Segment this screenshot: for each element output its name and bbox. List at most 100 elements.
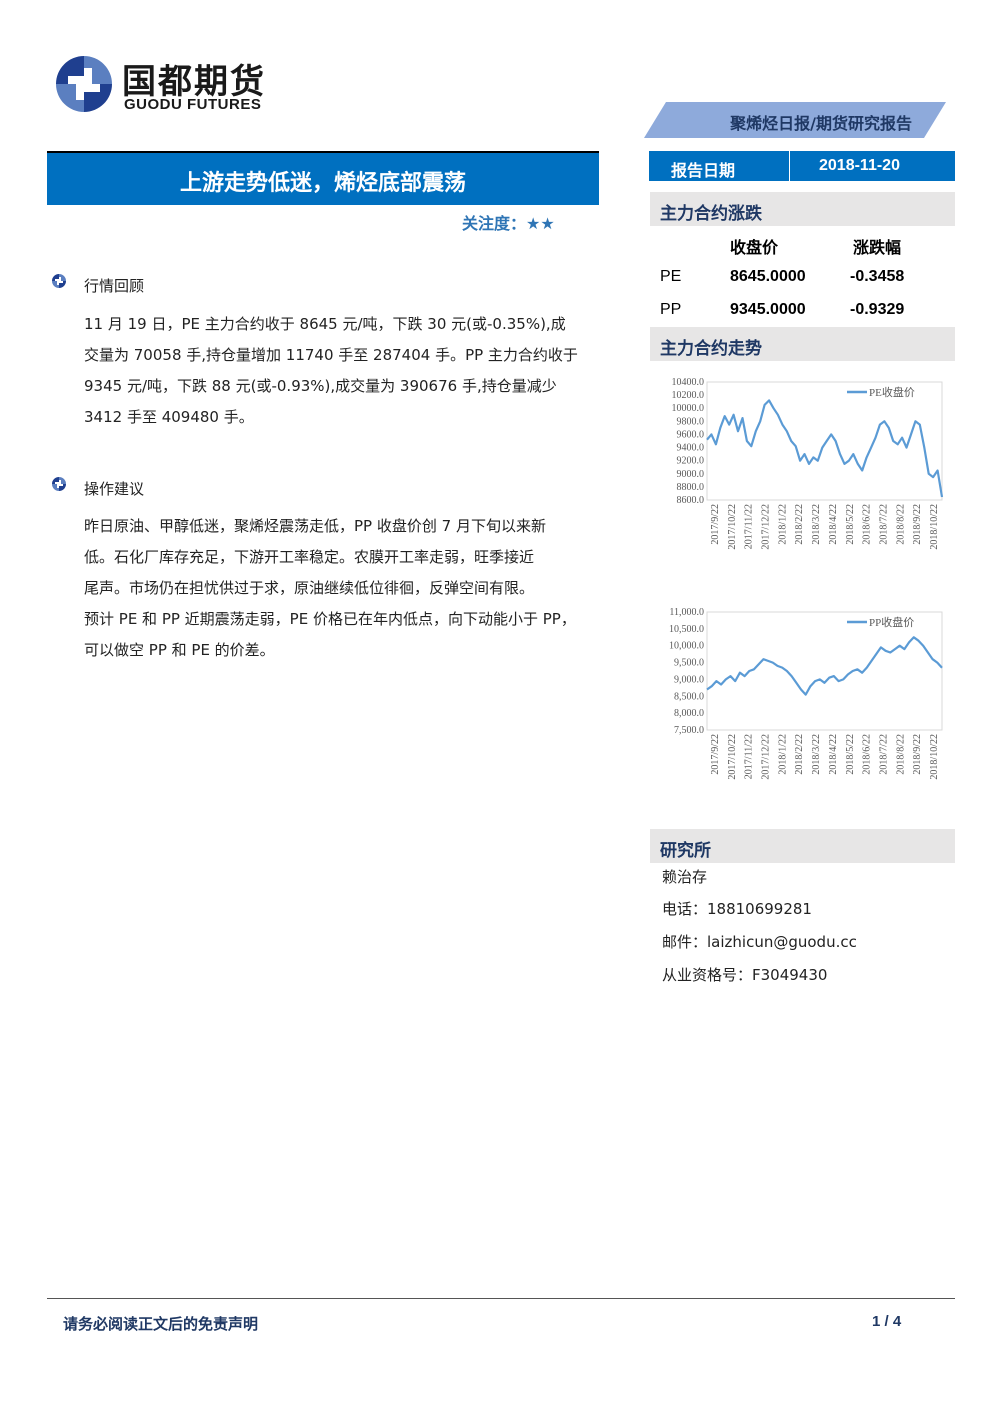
advice-title: 操作建议 (84, 480, 145, 498)
x-tick-label: 2018/7/22 (878, 734, 889, 775)
y-tick-label: 9,000.0 (674, 674, 704, 685)
y-tick-label: 9,500.0 (674, 658, 704, 669)
x-tick-label: 2018/4/22 (828, 734, 839, 775)
footer-divider (47, 1298, 955, 1299)
market-review-body: 11 月 19 日，PE 主力合约收于 8645 元/吨，下跌 30 元(或-0… (84, 309, 594, 433)
x-tick-label: 2017/12/22 (761, 734, 772, 780)
price-section-title: 主力合约涨跌 (660, 204, 762, 224)
x-tick-label: 2017/10/22 (727, 504, 738, 550)
y-tick-label: 8,500.0 (674, 691, 704, 702)
y-tick-label: 10000.0 (672, 403, 705, 414)
y-tick-label: 9800.0 (677, 416, 705, 427)
paragraph-line: 预计 PE 和 PP 近期震荡走弱，PE 价格已在年内低点，向下动能小于 PP， (84, 610, 576, 628)
x-tick-label: 2018/1/22 (777, 734, 788, 775)
analyst-license: 从业资格号：F3049430 (662, 966, 828, 984)
report-type-label: 聚烯烃日报/期货研究报告 (730, 114, 912, 133)
series-line (706, 636, 943, 696)
price-section-header: 主力合约涨跌 (650, 192, 955, 226)
analyst-phone: 电话：18810699281 (662, 900, 812, 918)
plot-area (706, 611, 943, 731)
paragraph-line: 11 月 19 日，PE 主力合约收于 8645 元/吨，下跌 30 元(或-0… (84, 315, 566, 333)
paragraph-line: 9345 元/吨，下跌 88 元(或-0.93%),成交量为 390676 手,… (84, 377, 557, 395)
x-tick-label: 2018/6/22 (862, 504, 873, 545)
research-section-title: 研究所 (660, 841, 711, 861)
paragraph-line: 交量为 70058 手,持仓量增加 11740 手至 287404 手。PP 主… (84, 346, 578, 364)
report-date-label: 报告日期 (671, 161, 736, 180)
pe-price-chart: 10400.0 10200.0 10000.0 9800.0 9600.0 9400.0 9… (672, 377, 944, 550)
x-tick-label: 2017/10/22 (727, 734, 738, 780)
x-tick-label: 2018/2/22 (794, 504, 805, 545)
y-tick-label: 8600.0 (677, 495, 705, 506)
plot-area (706, 381, 943, 501)
report-date-bar: 报告日期 2018-11-20 (649, 151, 955, 181)
x-tick-label: 2017/12/22 (761, 504, 772, 550)
paragraph-line: 尾声。市场仍在担忧供过于求，原油继续低位徘徊，反弹空间有限。 (84, 579, 535, 597)
x-tick-label: 2018/3/22 (811, 504, 822, 545)
table-header-close: 收盘价 (730, 240, 779, 257)
table-row-change: -0.3458 (850, 268, 905, 285)
x-tick-label: 2017/9/22 (710, 504, 721, 545)
trend-section-title: 主力合约走势 (660, 339, 762, 359)
x-tick-label: 2018/1/22 (777, 504, 788, 545)
y-tick-label: 10,500.0 (669, 624, 704, 635)
table-row-name: PP (660, 301, 682, 318)
advice-body: 昨日原油、甲醇低迷，聚烯烃震荡走低，PP 收盘价创 7 月下旬以来新 低。石化厂… (84, 511, 594, 666)
section-bullet-icon (52, 274, 66, 288)
page-title: 上游走势低迷，烯烃底部震荡 (179, 171, 466, 196)
y-tick-label: 9200.0 (677, 456, 705, 467)
company-logo: 国都期货 GUODU FUTURES (52, 52, 292, 116)
table-row-name: PE (660, 268, 682, 285)
series-line (706, 399, 944, 498)
attention-label: 关注度： (462, 214, 527, 233)
x-tick-label: 2018/9/22 (912, 504, 923, 545)
table-row-change: -0.9329 (850, 301, 905, 318)
page-number: 1 / 4 (872, 1313, 902, 1330)
x-tick-label: 2018/5/22 (845, 504, 856, 545)
x-tick-label: 2017/11/22 (744, 504, 755, 549)
x-tick-label: 2017/9/22 (710, 734, 721, 775)
x-tick-label: 2018/8/22 (895, 734, 906, 775)
logo-name-cn: 国都期货 (122, 62, 266, 102)
x-tick-label: 2017/11/22 (744, 734, 755, 779)
table-row-close: 9345.0000 (730, 301, 806, 318)
y-tick-label: 10400.0 (672, 377, 705, 388)
section-bullet-icon (52, 477, 66, 491)
paragraph-line: 3412 手至 409480 手。 (84, 408, 254, 426)
x-tick-label: 2018/6/22 (862, 734, 873, 775)
analyst-email[interactable]: 邮件：laizhicun@guodu.cc (662, 933, 857, 951)
market-review-title: 行情回顾 (84, 277, 145, 295)
x-tick-label: 2018/8/22 (895, 504, 906, 545)
y-tick-label: 9400.0 (677, 443, 705, 454)
legend-label: PE收盘价 (869, 385, 915, 399)
report-type-banner: 聚烯烃日报/期货研究报告 (644, 102, 946, 138)
title-bar: 上游走势低迷，烯烃底部震荡 (47, 151, 599, 205)
paragraph-line: 可以做空 PP 和 PE 的价差。 (84, 641, 275, 659)
attention-rating: 关注度：★★ (462, 210, 555, 234)
table-header-change: 涨跌幅 (853, 240, 902, 257)
x-tick-label: 2018/10/22 (929, 734, 940, 780)
pp-price-chart: 11,000.0 10,500.0 10,000.0 9,500.0 9,000.0 8,… (669, 607, 943, 780)
divider (789, 151, 790, 181)
x-tick-label: 2018/4/22 (828, 504, 839, 545)
x-tick-label: 2018/7/22 (878, 504, 889, 545)
report-date-value: 2018-11-20 (819, 157, 900, 174)
y-tick-label: 9600.0 (677, 429, 705, 440)
paragraph-line: 低。石化厂库存充足，下游开工率稳定。农膜开工率走弱，旺季接近 (84, 548, 535, 566)
y-tick-label: 8800.0 (677, 482, 705, 493)
x-tick-label: 2018/2/22 (794, 734, 805, 775)
footer-disclaimer: 请务必阅读正文后的免责声明 (63, 1315, 259, 1333)
analyst-name: 赖治存 (662, 868, 708, 886)
table-row-close: 8645.0000 (730, 268, 806, 285)
x-tick-label: 2018/9/22 (912, 734, 923, 775)
y-tick-label: 10,000.0 (669, 641, 704, 652)
y-tick-label: 11,000.0 (669, 607, 704, 618)
logo-name-en: GUODU FUTURES (124, 96, 262, 113)
legend-label: PP收盘价 (869, 615, 914, 629)
paragraph-line: 昨日原油、甲醇低迷，聚烯烃震荡走低，PP 收盘价创 7 月下旬以来新 (84, 517, 546, 535)
x-tick-label: 2018/5/22 (845, 734, 856, 775)
research-section-header: 研究所 (650, 829, 955, 863)
y-tick-label: 7,500.0 (674, 725, 704, 736)
y-tick-label: 8,000.0 (674, 708, 704, 719)
y-tick-label: 9000.0 (677, 469, 705, 480)
x-tick-label: 2018/3/22 (811, 734, 822, 775)
